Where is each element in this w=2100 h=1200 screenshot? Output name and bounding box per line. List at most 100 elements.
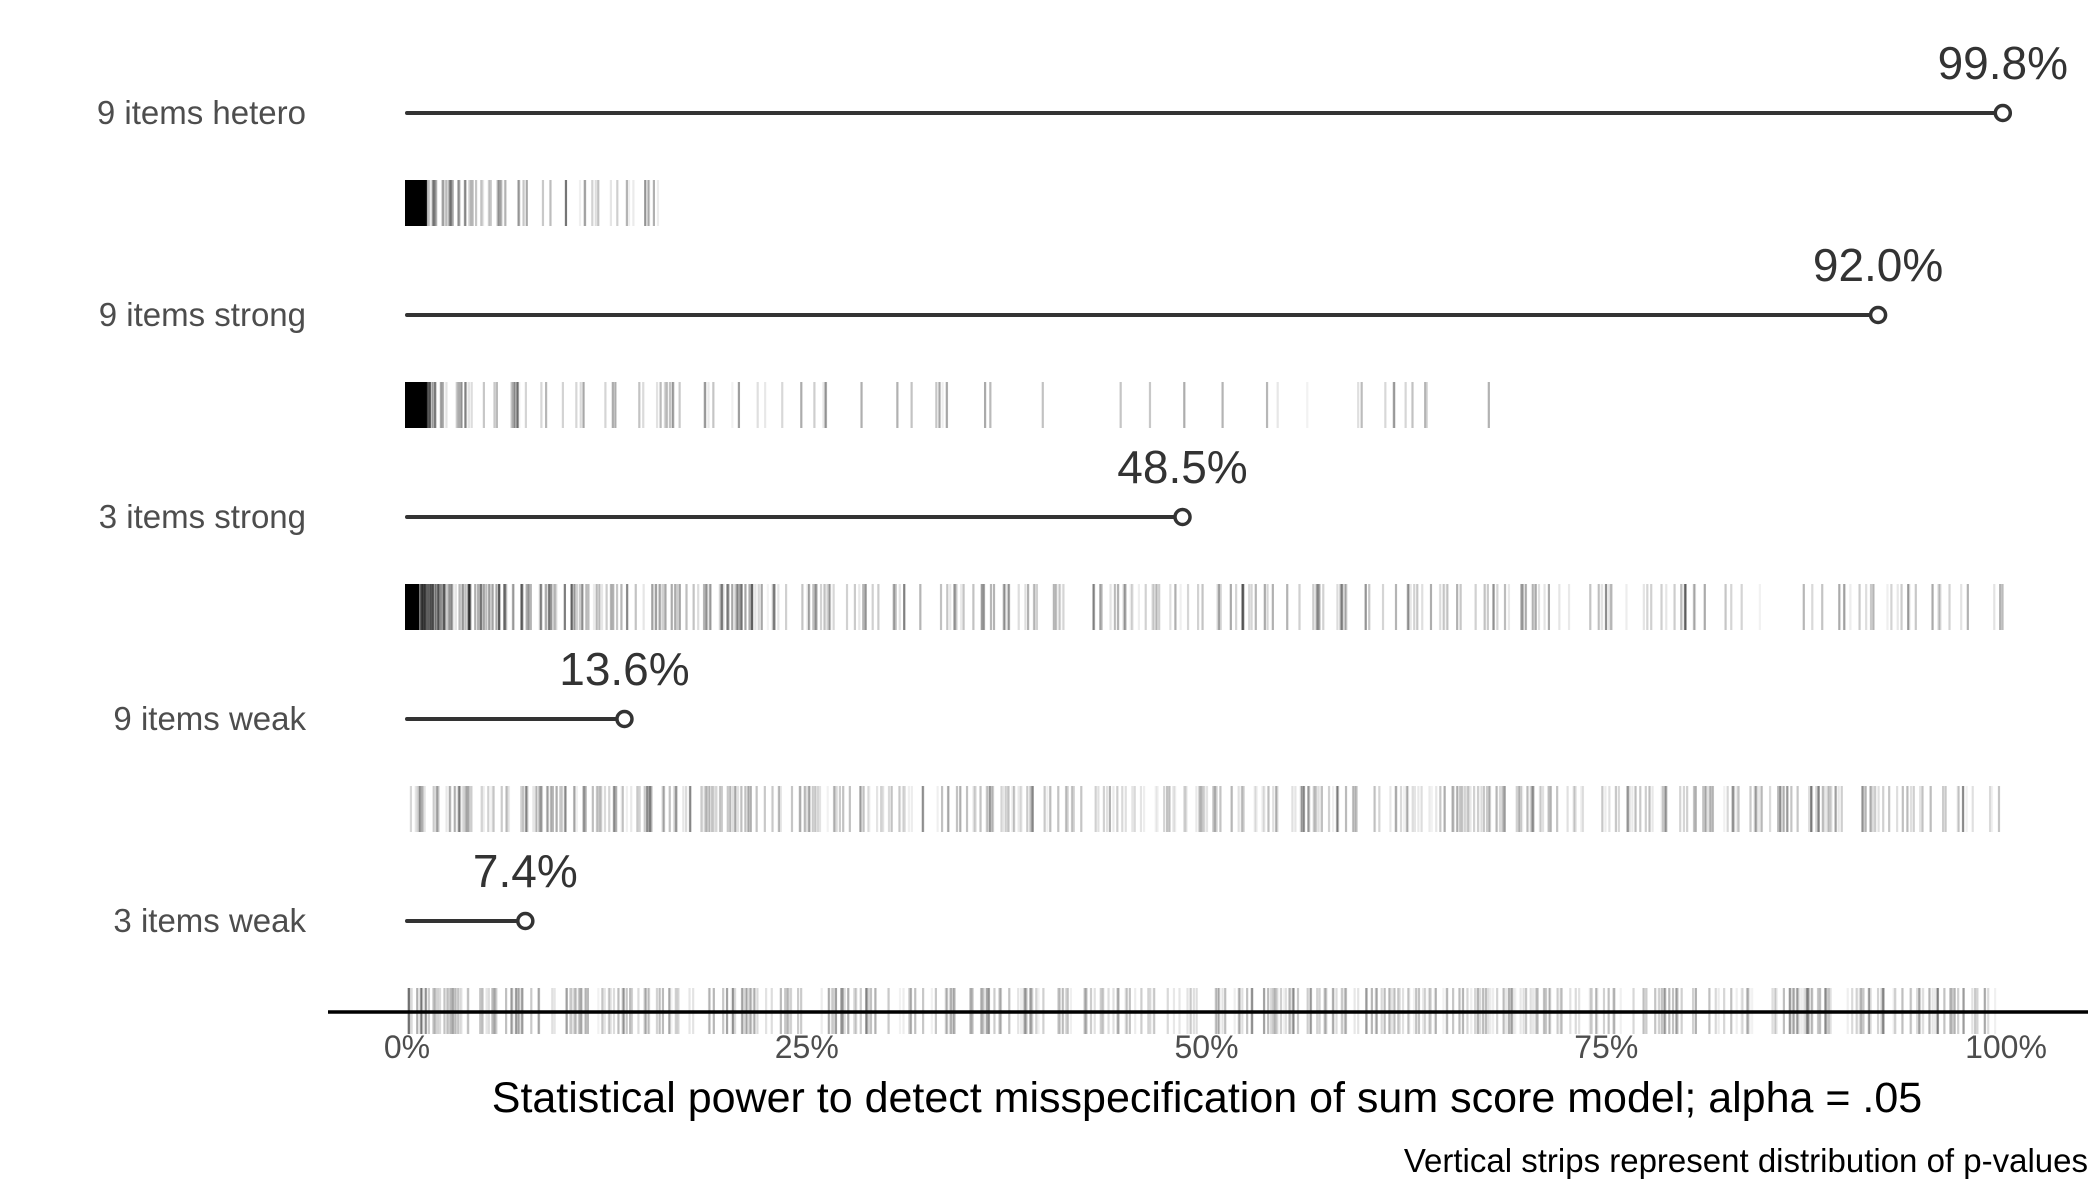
p-value-tick xyxy=(418,382,421,428)
p-value-tick xyxy=(417,180,420,226)
p-value-tick xyxy=(1230,786,1233,832)
p-value-tick xyxy=(466,786,470,832)
p-value-tick xyxy=(445,382,448,428)
p-value-tick xyxy=(414,382,417,428)
p-value-tick xyxy=(1650,584,1653,630)
p-value-tick xyxy=(421,382,424,428)
p-value-tick xyxy=(417,382,420,428)
p-value-tick xyxy=(453,786,456,832)
p-value-tick xyxy=(421,786,424,832)
p-value-tick xyxy=(420,180,423,226)
p-value-tick xyxy=(1340,584,1343,630)
p-value-tick xyxy=(941,382,944,428)
p-value-tick xyxy=(705,786,708,832)
p-value-tick xyxy=(1861,786,1864,832)
p-value-tick xyxy=(1521,584,1524,630)
x-tick-label: 75% xyxy=(1574,1029,1638,1065)
p-value-tick xyxy=(773,584,776,630)
p-value-tick xyxy=(419,382,422,428)
p-value-tick xyxy=(1205,786,1209,832)
p-value-tick xyxy=(1029,786,1032,832)
p-value-tick xyxy=(441,382,445,428)
p-value-tick xyxy=(1344,786,1348,832)
p-value-tick xyxy=(1840,786,1843,832)
p-value-tick xyxy=(1339,584,1342,630)
p-value-tick xyxy=(1682,584,1685,630)
p-value-tick xyxy=(1275,786,1278,832)
p-value-tick xyxy=(448,180,451,226)
p-value-tick xyxy=(1686,786,1689,832)
p-value-tick xyxy=(946,382,949,428)
p-value-tick xyxy=(420,382,423,428)
p-value-tick xyxy=(1018,786,1021,832)
p-value-tick xyxy=(1753,786,1756,832)
p-value-tick xyxy=(417,180,420,226)
p-value-tick xyxy=(421,382,424,428)
p-value-tick xyxy=(415,180,419,226)
p-value-tick xyxy=(538,584,541,630)
p-value-tick xyxy=(424,382,428,428)
p-value-tick xyxy=(450,584,454,630)
p-value-tick xyxy=(434,180,437,226)
p-value-tick xyxy=(613,786,617,832)
p-value-tick xyxy=(414,382,418,428)
p-value-tick xyxy=(644,180,647,226)
p-value-tick xyxy=(430,180,433,226)
p-value-tick xyxy=(892,584,895,630)
value-label-9-items-hetero: 99.8% xyxy=(1938,37,2068,89)
p-value-tick xyxy=(946,786,950,832)
p-value-tick xyxy=(423,382,426,428)
p-value-tick xyxy=(439,382,442,428)
p-value-tick xyxy=(584,180,587,226)
p-value-tick xyxy=(1124,584,1127,630)
p-value-tick xyxy=(464,382,467,428)
p-value-tick xyxy=(425,382,428,428)
p-value-tick xyxy=(424,584,427,630)
p-value-tick xyxy=(419,584,422,630)
p-value-tick xyxy=(813,382,816,428)
p-value-tick xyxy=(1117,584,1120,630)
p-value-tick xyxy=(835,786,838,832)
p-value-tick xyxy=(702,786,705,832)
p-value-tick xyxy=(1456,584,1459,630)
p-value-tick xyxy=(1102,786,1105,832)
p-value-tick xyxy=(546,786,549,832)
p-value-tick xyxy=(760,584,763,630)
p-value-tick xyxy=(825,584,829,630)
p-value-tick xyxy=(983,382,987,428)
p-value-tick xyxy=(534,786,537,832)
p-value-tick xyxy=(448,584,452,630)
p-value-tick xyxy=(564,180,568,226)
p-value-tick xyxy=(1944,786,1947,832)
p-value-tick xyxy=(1610,584,1613,630)
p-value-tick xyxy=(442,584,445,630)
p-value-tick xyxy=(415,180,418,226)
p-value-tick xyxy=(1100,584,1103,630)
p-value-tick xyxy=(423,584,427,630)
p-value-tick xyxy=(1355,786,1358,832)
p-value-tick xyxy=(1301,786,1304,832)
p-value-tick xyxy=(1046,786,1049,832)
p-value-tick xyxy=(417,180,420,226)
p-value-tick xyxy=(713,786,716,832)
p-value-tick xyxy=(1532,584,1535,630)
p-value-tick xyxy=(1665,786,1668,832)
p-value-tick xyxy=(423,382,427,428)
p-value-tick xyxy=(864,584,867,630)
p-value-tick xyxy=(1538,786,1541,832)
p-value-tick xyxy=(823,584,826,630)
p-value-tick xyxy=(1886,584,1889,630)
p-value-tick xyxy=(422,382,425,428)
p-value-tick xyxy=(609,180,613,226)
p-value-tick xyxy=(479,584,482,630)
p-value-tick xyxy=(1530,786,1533,832)
p-value-tick xyxy=(429,584,432,630)
p-value-tick xyxy=(1265,382,1269,428)
p-value-tick xyxy=(420,180,423,226)
p-value-tick xyxy=(423,382,426,428)
p-value-tick xyxy=(427,180,430,226)
p-value-tick xyxy=(1817,786,1820,832)
p-value-tick xyxy=(419,382,423,428)
p-value-tick xyxy=(1483,584,1486,630)
